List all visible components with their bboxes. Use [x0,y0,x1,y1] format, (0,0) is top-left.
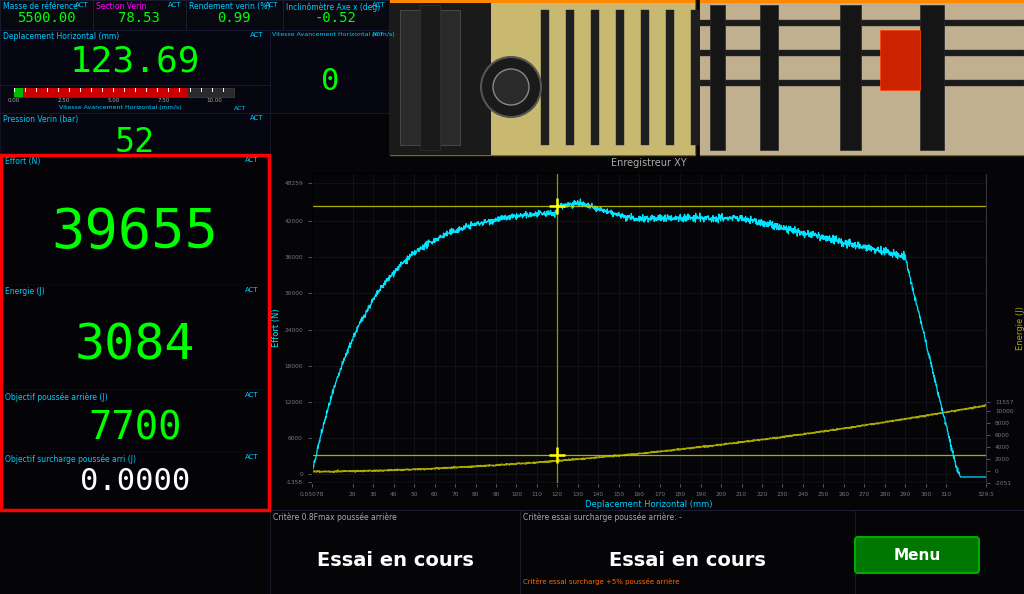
Bar [700,20,1024,26]
Bar [186,0,283,30]
Bar [700,50,1024,56]
Text: 5500.00: 5500.00 [16,11,76,25]
Bar [520,510,855,594]
Bar [3,155,267,285]
Text: Pression Verin (bar): Pression Verin (bar) [3,115,78,124]
Text: Energie (J): Energie (J) [5,287,45,296]
Text: Essai en cours: Essai en cours [608,551,765,570]
Bar [0,0,93,30]
Y-axis label: Energie (J): Energie (J) [1017,306,1024,350]
Text: 39655: 39655 [51,206,218,260]
Bar [880,30,920,90]
Circle shape [481,57,541,117]
Text: Critère 0.8Fmax poussée arrière: Critère 0.8Fmax poussée arrière [273,513,396,523]
Bar [700,0,1024,155]
Text: 2.50: 2.50 [58,97,70,103]
Text: ACT: ACT [372,32,384,37]
Text: ACT: ACT [265,2,279,8]
Bar [840,5,861,150]
Text: ACT: ACT [245,392,259,398]
Bar [591,10,599,145]
Bar [700,0,1024,3]
Text: -0.52: -0.52 [315,11,357,25]
Text: 0.00: 0.00 [8,97,20,103]
Text: 0: 0 [321,68,339,96]
Bar [23,88,188,97]
Bar [390,0,695,155]
Text: ACT: ACT [250,32,263,38]
Text: Objectif surcharge poussée arri (J): Objectif surcharge poussée arri (J) [5,454,136,463]
Text: ACT: ACT [168,2,181,8]
Text: 7700: 7700 [88,409,181,447]
Text: 7.50: 7.50 [158,97,170,103]
Bar [0,30,270,85]
Bar [270,30,390,113]
Bar [270,510,520,594]
Bar [566,10,574,145]
Bar [616,10,624,145]
Bar [283,0,390,30]
Text: 123.69: 123.69 [70,45,201,79]
Text: ACT: ACT [372,2,386,8]
Bar [14,88,234,97]
Text: Menu: Menu [893,548,941,563]
Text: Enregistreur XY: Enregistreur XY [611,159,687,168]
Text: Rendement verin (%): Rendement verin (%) [189,2,270,11]
Bar [541,10,549,145]
Bar [3,452,267,510]
Bar [14,88,23,97]
Text: 0.99: 0.99 [217,11,251,25]
Text: 52: 52 [115,127,155,160]
Text: Essai en cours: Essai en cours [316,551,473,570]
Bar [760,5,778,150]
Text: Vitesse Avancement Horizontal (mm/s): Vitesse Avancement Horizontal (mm/s) [272,32,394,37]
Bar [390,0,695,155]
Text: ACT: ACT [245,287,259,293]
Text: ACT: ACT [250,115,263,121]
Bar [700,80,1024,86]
Bar [0,85,270,113]
Bar [1,155,269,510]
Bar [3,390,267,452]
Text: 78.53: 78.53 [118,11,160,25]
Bar [390,0,695,3]
Text: Deplacement Horizontal (mm): Deplacement Horizontal (mm) [3,32,119,41]
Text: Objectif poussée arrière (J): Objectif poussée arrière (J) [5,392,108,402]
Text: ACT: ACT [245,157,259,163]
Text: 3084: 3084 [75,321,196,369]
Bar [390,0,490,155]
Text: ACT: ACT [233,106,246,112]
Text: ACT: ACT [245,454,259,460]
Bar [641,10,649,145]
Text: ACT: ACT [75,2,89,8]
Text: Critère essai surcharge +5% poussée arrière: Critère essai surcharge +5% poussée arri… [523,578,679,585]
Bar [93,0,186,30]
Text: Critère essai surcharge poussée arrière: -: Critère essai surcharge poussée arrière:… [523,513,682,523]
X-axis label: Deplacement Horizontal (mm): Deplacement Horizontal (mm) [586,500,713,509]
Text: Section Verin: Section Verin [96,2,146,11]
Bar [0,113,270,161]
Text: Vitesse Avancement Horizontal (mm/s): Vitesse Avancement Horizontal (mm/s) [58,105,181,109]
Bar [710,5,725,150]
Bar [400,10,460,145]
Bar [666,10,674,145]
FancyBboxPatch shape [855,537,979,573]
Bar [920,5,944,150]
Text: 0.0000: 0.0000 [80,467,190,497]
Text: Masse de référence: Masse de référence [3,2,78,11]
Text: Effort (N): Effort (N) [5,157,40,166]
Bar [3,285,267,390]
Bar [691,10,699,145]
Y-axis label: Effort (N): Effort (N) [272,309,282,347]
Circle shape [493,69,529,105]
Text: Inclinômètre Axe x (deg): Inclinômètre Axe x (deg) [286,2,380,11]
Text: 10.00: 10.00 [206,97,222,103]
Text: 5.00: 5.00 [108,97,120,103]
Bar [700,0,1024,155]
Bar [420,5,440,150]
